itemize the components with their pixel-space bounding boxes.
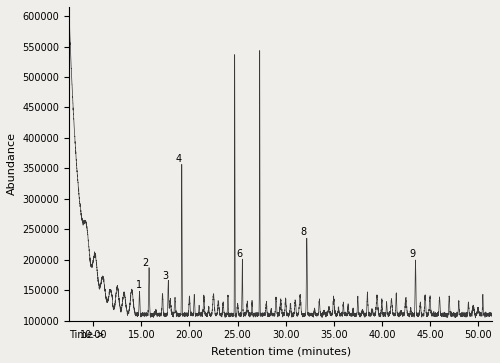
Text: 9: 9 bbox=[410, 249, 416, 259]
Text: 1: 1 bbox=[136, 281, 142, 290]
Text: Time->: Time-> bbox=[69, 330, 104, 340]
Text: 7: 7 bbox=[0, 362, 1, 363]
Text: 2: 2 bbox=[142, 258, 148, 268]
Text: 6: 6 bbox=[236, 249, 242, 259]
Text: 8: 8 bbox=[301, 228, 307, 237]
Text: 4: 4 bbox=[176, 154, 182, 164]
X-axis label: Retention time (minutes): Retention time (minutes) bbox=[211, 346, 351, 356]
Y-axis label: Abundance: Abundance bbox=[7, 132, 17, 195]
Text: 3: 3 bbox=[162, 271, 168, 281]
Text: 5: 5 bbox=[0, 362, 1, 363]
